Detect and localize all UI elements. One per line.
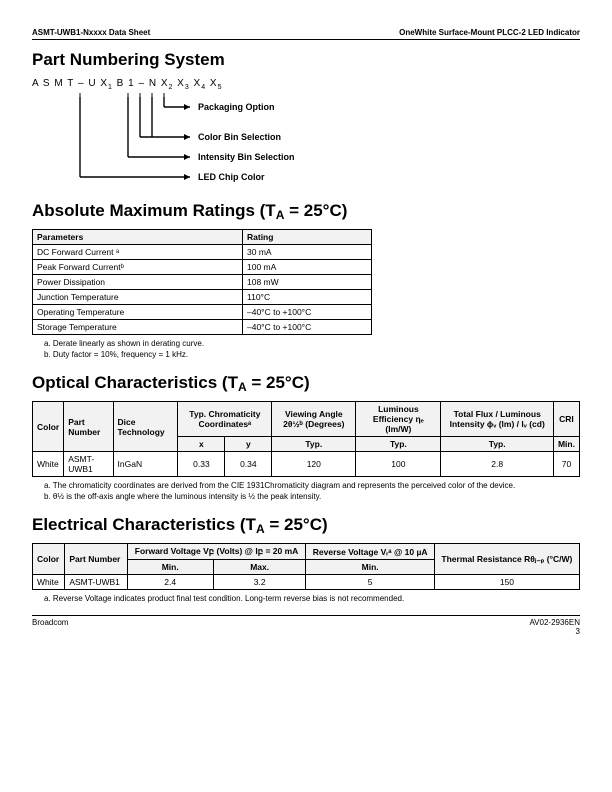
diagram-lines: [32, 93, 332, 193]
section1-title: Part Numbering System: [32, 50, 580, 70]
section3-title: Optical Characteristics (TA = 25°C): [32, 373, 580, 393]
part-number-string: A S M T – U X1 B 1 – N X2 X3 X4 X5: [32, 78, 580, 91]
diagram-label-chipcolor: LED Chip Color: [198, 172, 265, 182]
amr-col1: Parameters: [33, 230, 243, 245]
header-left: ASMT-UWB1-Nxxxx Data Sheet: [32, 28, 150, 37]
table-row: Storage Temperature–40°C to +100°C: [33, 320, 372, 335]
table-row: White ASMT-UWB1 InGaN 0.33 0.34 120 100 …: [33, 452, 580, 477]
amr-table: ParametersRating DC Forward Current ᵃ30 …: [32, 229, 372, 335]
diagram-label-intensity: Intensity Bin Selection: [198, 152, 295, 162]
diagram-label-colorbin: Color Bin Selection: [198, 132, 281, 142]
optical-table: Color Part Number Dice Technology Typ. C…: [32, 401, 580, 477]
table-row: Peak Forward Currentᵇ100 mA: [33, 260, 372, 275]
opt-note-b: b. θ½ is the off-axis angle where the lu…: [44, 492, 580, 501]
table-row: Operating Temperature–40°C to +100°C: [33, 305, 372, 320]
diagram-label-packaging: Packaging Option: [198, 102, 275, 112]
amr-col2: Rating: [243, 230, 372, 245]
footer-pagenum: 3: [576, 627, 580, 636]
page-footer: Broadcom AV02-2936EN 3: [32, 615, 580, 636]
amr-note-a: a. Derate linearly as shown in derating …: [44, 339, 580, 348]
table-row: White ASMT-UWB1 2.4 3.2 5 150: [33, 575, 580, 590]
electrical-table: Color Part Number Forward Voltage Vբ (Vo…: [32, 543, 580, 590]
section2-title: Absolute Maximum Ratings (TA = 25°C): [32, 201, 580, 221]
table-row: Junction Temperature110°C: [33, 290, 372, 305]
table-row: DC Forward Current ᵃ30 mA: [33, 245, 372, 260]
elec-note-a: a. Reverse Voltage indicates product fin…: [44, 594, 580, 603]
amr-note-b: b. Duty factor = 10%, frequency = 1 kHz.: [44, 350, 580, 359]
footer-left: Broadcom: [32, 618, 68, 636]
section4-title: Electrical Characteristics (TA = 25°C): [32, 515, 580, 535]
table-row: Power Dissipation108 mW: [33, 275, 372, 290]
footer-docnum: AV02-2936EN: [529, 618, 580, 627]
page-header: ASMT-UWB1-Nxxxx Data Sheet OneWhite Surf…: [32, 28, 580, 40]
header-right: OneWhite Surface-Mount PLCC-2 LED Indica…: [399, 28, 580, 37]
part-number-diagram: Packaging Option Color Bin Selection Int…: [32, 93, 580, 193]
opt-note-a: a. The chromaticity coordinates are deri…: [44, 481, 580, 490]
